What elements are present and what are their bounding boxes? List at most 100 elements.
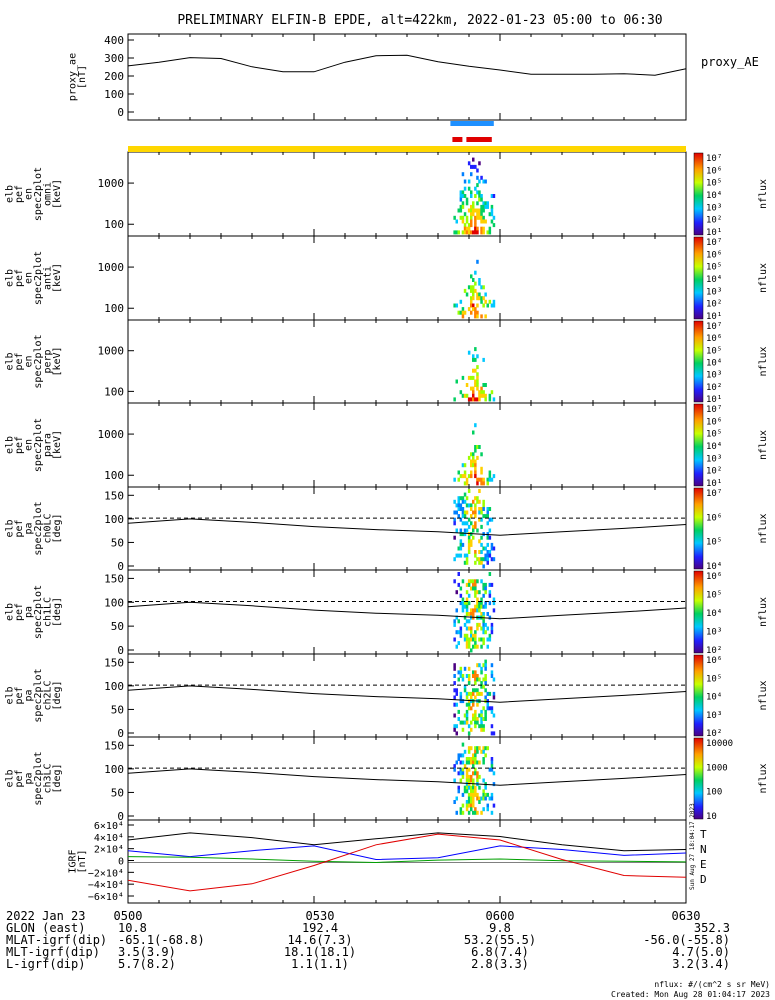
spectrogram-cell: [474, 288, 477, 293]
spectrogram-cell: [465, 785, 469, 790]
spectrogram-cell: [470, 612, 473, 616]
ephemeris-value: 1.1(1.1): [291, 957, 349, 971]
spectrogram-cell: [476, 314, 479, 319]
colorbar-tick: 10⁷: [706, 322, 722, 332]
colorbar-tick: 10⁶: [706, 250, 722, 260]
spectrogram-cell: [482, 296, 485, 301]
spectrogram-cell: [463, 749, 467, 754]
spectrogram-cell: [461, 219, 465, 224]
spectrogram-cell: [470, 386, 473, 391]
spectrogram-cell: [482, 796, 485, 801]
spectrogram-cell: [465, 713, 469, 718]
colorbar: [693, 403, 704, 487]
spectrogram-cell: [465, 510, 469, 515]
y-tick-label: 400: [104, 34, 124, 47]
spectrogram-cell: [472, 608, 475, 613]
spectrogram-cell: [484, 622, 487, 627]
spectrogram-cell: [482, 357, 485, 362]
spectrogram-cell: [467, 550, 471, 554]
spectrogram-cell: [480, 666, 483, 671]
spectrogram-cell: [488, 601, 492, 606]
y-tick-label: 100: [104, 596, 124, 609]
spectrogram-cell: [461, 532, 465, 537]
spectrogram-cell: [453, 663, 456, 668]
spectrogram-cell: [480, 579, 483, 584]
spectrogram-cell: [474, 553, 477, 558]
spectrogram-cell: [455, 760, 458, 765]
spectrogram-cell: [482, 593, 485, 598]
spectrogram-cell: [478, 774, 481, 779]
spectrogram-cell: [467, 230, 471, 235]
spectrogram-cell: [490, 194, 494, 198]
spectrogram-cell: [470, 507, 473, 511]
spectrogram-cell: [478, 601, 481, 606]
colorbar-label: nflux: [758, 513, 769, 543]
y-tick-label: 50: [111, 703, 124, 716]
y-tick-label: 0: [117, 727, 124, 740]
y-axis-label: pef: [14, 686, 25, 704]
spectrogram-cell: [463, 179, 467, 184]
spectrogram-cell: [467, 375, 471, 380]
spectrogram-cell: [476, 379, 479, 384]
spectrogram-cell: [474, 219, 477, 224]
spectrogram-cell: [478, 292, 481, 297]
spectrogram-cell: [457, 470, 460, 475]
spectrogram-cell: [476, 397, 479, 402]
spectrogram-cell: [453, 230, 456, 235]
spectrogram-cell: [490, 757, 494, 761]
spectrogram-cell: [453, 215, 456, 220]
spectrogram-cell: [480, 466, 483, 471]
spectrogram-cell: [467, 350, 471, 355]
spectrogram-cell: [457, 670, 460, 675]
spectrogram-cell: [476, 579, 479, 584]
spectrogram-cell: [480, 612, 483, 616]
spectrogram-cell: [465, 774, 469, 779]
spectrogram-cell: [476, 528, 479, 533]
spectrogram-cell: [482, 637, 485, 642]
y-axis-label: [keV]: [52, 263, 63, 293]
spectrogram-cell: [482, 507, 485, 511]
spectrogram-cell: [478, 785, 481, 790]
spectrogram-cell: [482, 586, 485, 591]
spectrogram-cell: [486, 535, 489, 540]
spectrogram-cell: [455, 528, 458, 533]
spectrogram-cell: [476, 749, 479, 754]
colorbar: [693, 737, 704, 820]
spectrogram-cell: [482, 285, 485, 290]
spectrogram-cell: [465, 226, 469, 231]
spectrogram-cell: [488, 637, 492, 642]
spectrogram-cell: [463, 684, 467, 689]
spectrogram-cell: [467, 593, 471, 598]
spectrogram-cell: [467, 474, 471, 479]
colorbar-tick: 10⁷: [706, 154, 722, 164]
spectrogram-cell: [478, 197, 481, 202]
ephemeris-value: 3.5(3.9): [118, 945, 176, 959]
spectrogram-cell: [482, 546, 485, 551]
spectrogram-cell: [480, 535, 483, 540]
spectrogram-cell: [476, 383, 479, 387]
spectrogram-cell: [490, 670, 494, 675]
spectrogram-cell: [480, 720, 483, 725]
spectrogram-cell: [467, 767, 471, 772]
spectrogram-cell: [490, 764, 494, 769]
spectrogram-cell: [474, 757, 477, 761]
spectrogram-cell: [459, 670, 463, 675]
spectrogram-cell: [476, 760, 479, 765]
spectrogram-cell: [474, 550, 477, 554]
spectrogram-cell: [472, 307, 475, 312]
spectrogram-cell: [461, 720, 465, 725]
spectrogram-cell: [467, 644, 471, 649]
spectrogram-cell: [472, 463, 475, 468]
spectrogram-cell: [476, 717, 479, 721]
spectrogram-cell: [474, 310, 477, 315]
spectrogram-cell: [463, 474, 467, 479]
spectrogram-cell: [467, 637, 471, 642]
spectrogram-cell: [484, 314, 487, 319]
spectrogram-cell: [467, 699, 471, 704]
y-axis-label: [nT]: [77, 65, 88, 89]
spectrogram-cell: [486, 553, 489, 558]
spectrogram-cell: [467, 796, 471, 801]
spectrogram-cell: [492, 803, 496, 808]
spectrogram-cell: [474, 590, 477, 595]
spectrogram-cell: [480, 550, 483, 554]
